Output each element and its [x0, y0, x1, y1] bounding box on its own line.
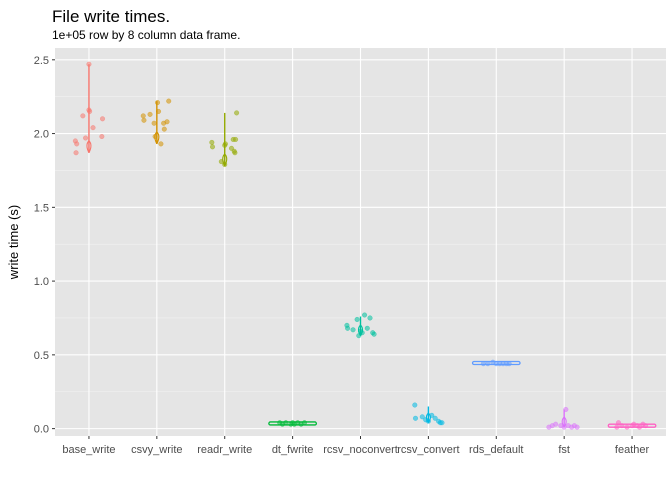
data-point: [412, 415, 418, 421]
data-point: [419, 414, 425, 420]
data-point: [371, 331, 377, 337]
y-tick-label: 0.5: [34, 350, 49, 362]
violin-shape: [471, 360, 521, 366]
marks-layer: [72, 61, 657, 430]
data-point: [432, 415, 438, 421]
violin-shape: [607, 423, 657, 428]
data-point: [141, 117, 147, 123]
data-point: [233, 136, 239, 142]
x-tick-label: base_write: [62, 444, 115, 456]
x-tick-label: rcsv_noconvert: [323, 444, 398, 456]
x-tick-label: rcsv_convert: [397, 444, 459, 456]
data-point: [80, 113, 86, 119]
data-point: [73, 150, 79, 156]
data-point: [367, 315, 373, 321]
x-tick-label: fst: [558, 444, 570, 456]
data-point: [209, 139, 215, 145]
data-point: [362, 312, 368, 318]
y-tick-label: 1.5: [34, 202, 49, 214]
data-point: [140, 113, 146, 119]
x-tick-label: feather: [615, 444, 650, 456]
y-tick-label: 2.5: [34, 55, 49, 67]
data-point: [164, 119, 170, 125]
data-point: [553, 421, 559, 427]
violin-shape: [154, 131, 160, 145]
data-point: [161, 126, 167, 132]
data-point: [345, 325, 351, 331]
y-axis-title: write time (s): [6, 205, 21, 280]
data-point: [147, 111, 153, 117]
data-point: [574, 424, 580, 430]
violin-shape: [425, 412, 431, 424]
violin-shape: [222, 153, 228, 167]
y-tick-label: 1.0: [34, 276, 49, 288]
y-tick-label: 0.0: [34, 424, 49, 436]
x-tick-label: dt_fwrite: [272, 444, 314, 456]
violin-shape: [561, 416, 567, 428]
x-tick-label: rds_default: [469, 444, 523, 456]
chart-title: File write times.: [52, 7, 170, 26]
data-point: [439, 420, 445, 426]
data-point: [100, 116, 106, 122]
data-point: [210, 144, 216, 150]
data-point: [90, 125, 96, 131]
data-point: [232, 150, 238, 156]
axis-layer: 0.0 0.5 1.0 1.5 2.0 2.5 base_write csvy_write re…: [34, 55, 650, 456]
data-point: [166, 98, 172, 104]
violin-shape: [357, 324, 364, 336]
data-point: [350, 327, 356, 333]
data-point: [364, 325, 370, 331]
y-tick-label: 2.0: [34, 129, 49, 141]
data-point: [354, 316, 360, 322]
data-point: [151, 120, 157, 126]
data-point: [234, 110, 240, 116]
x-tick-label: csvy_write: [131, 444, 182, 456]
data-point: [99, 134, 105, 140]
data-point: [83, 135, 89, 141]
grid-layer: [55, 48, 666, 436]
violin-shape: [268, 421, 318, 426]
data-point: [412, 402, 418, 408]
x-tick-label: readr_write: [197, 444, 252, 456]
violin-shape: [86, 139, 92, 153]
data-point: [158, 141, 164, 147]
data-point: [74, 141, 80, 147]
chart-subtitle: 1e+05 row by 8 column data frame.: [52, 28, 240, 42]
